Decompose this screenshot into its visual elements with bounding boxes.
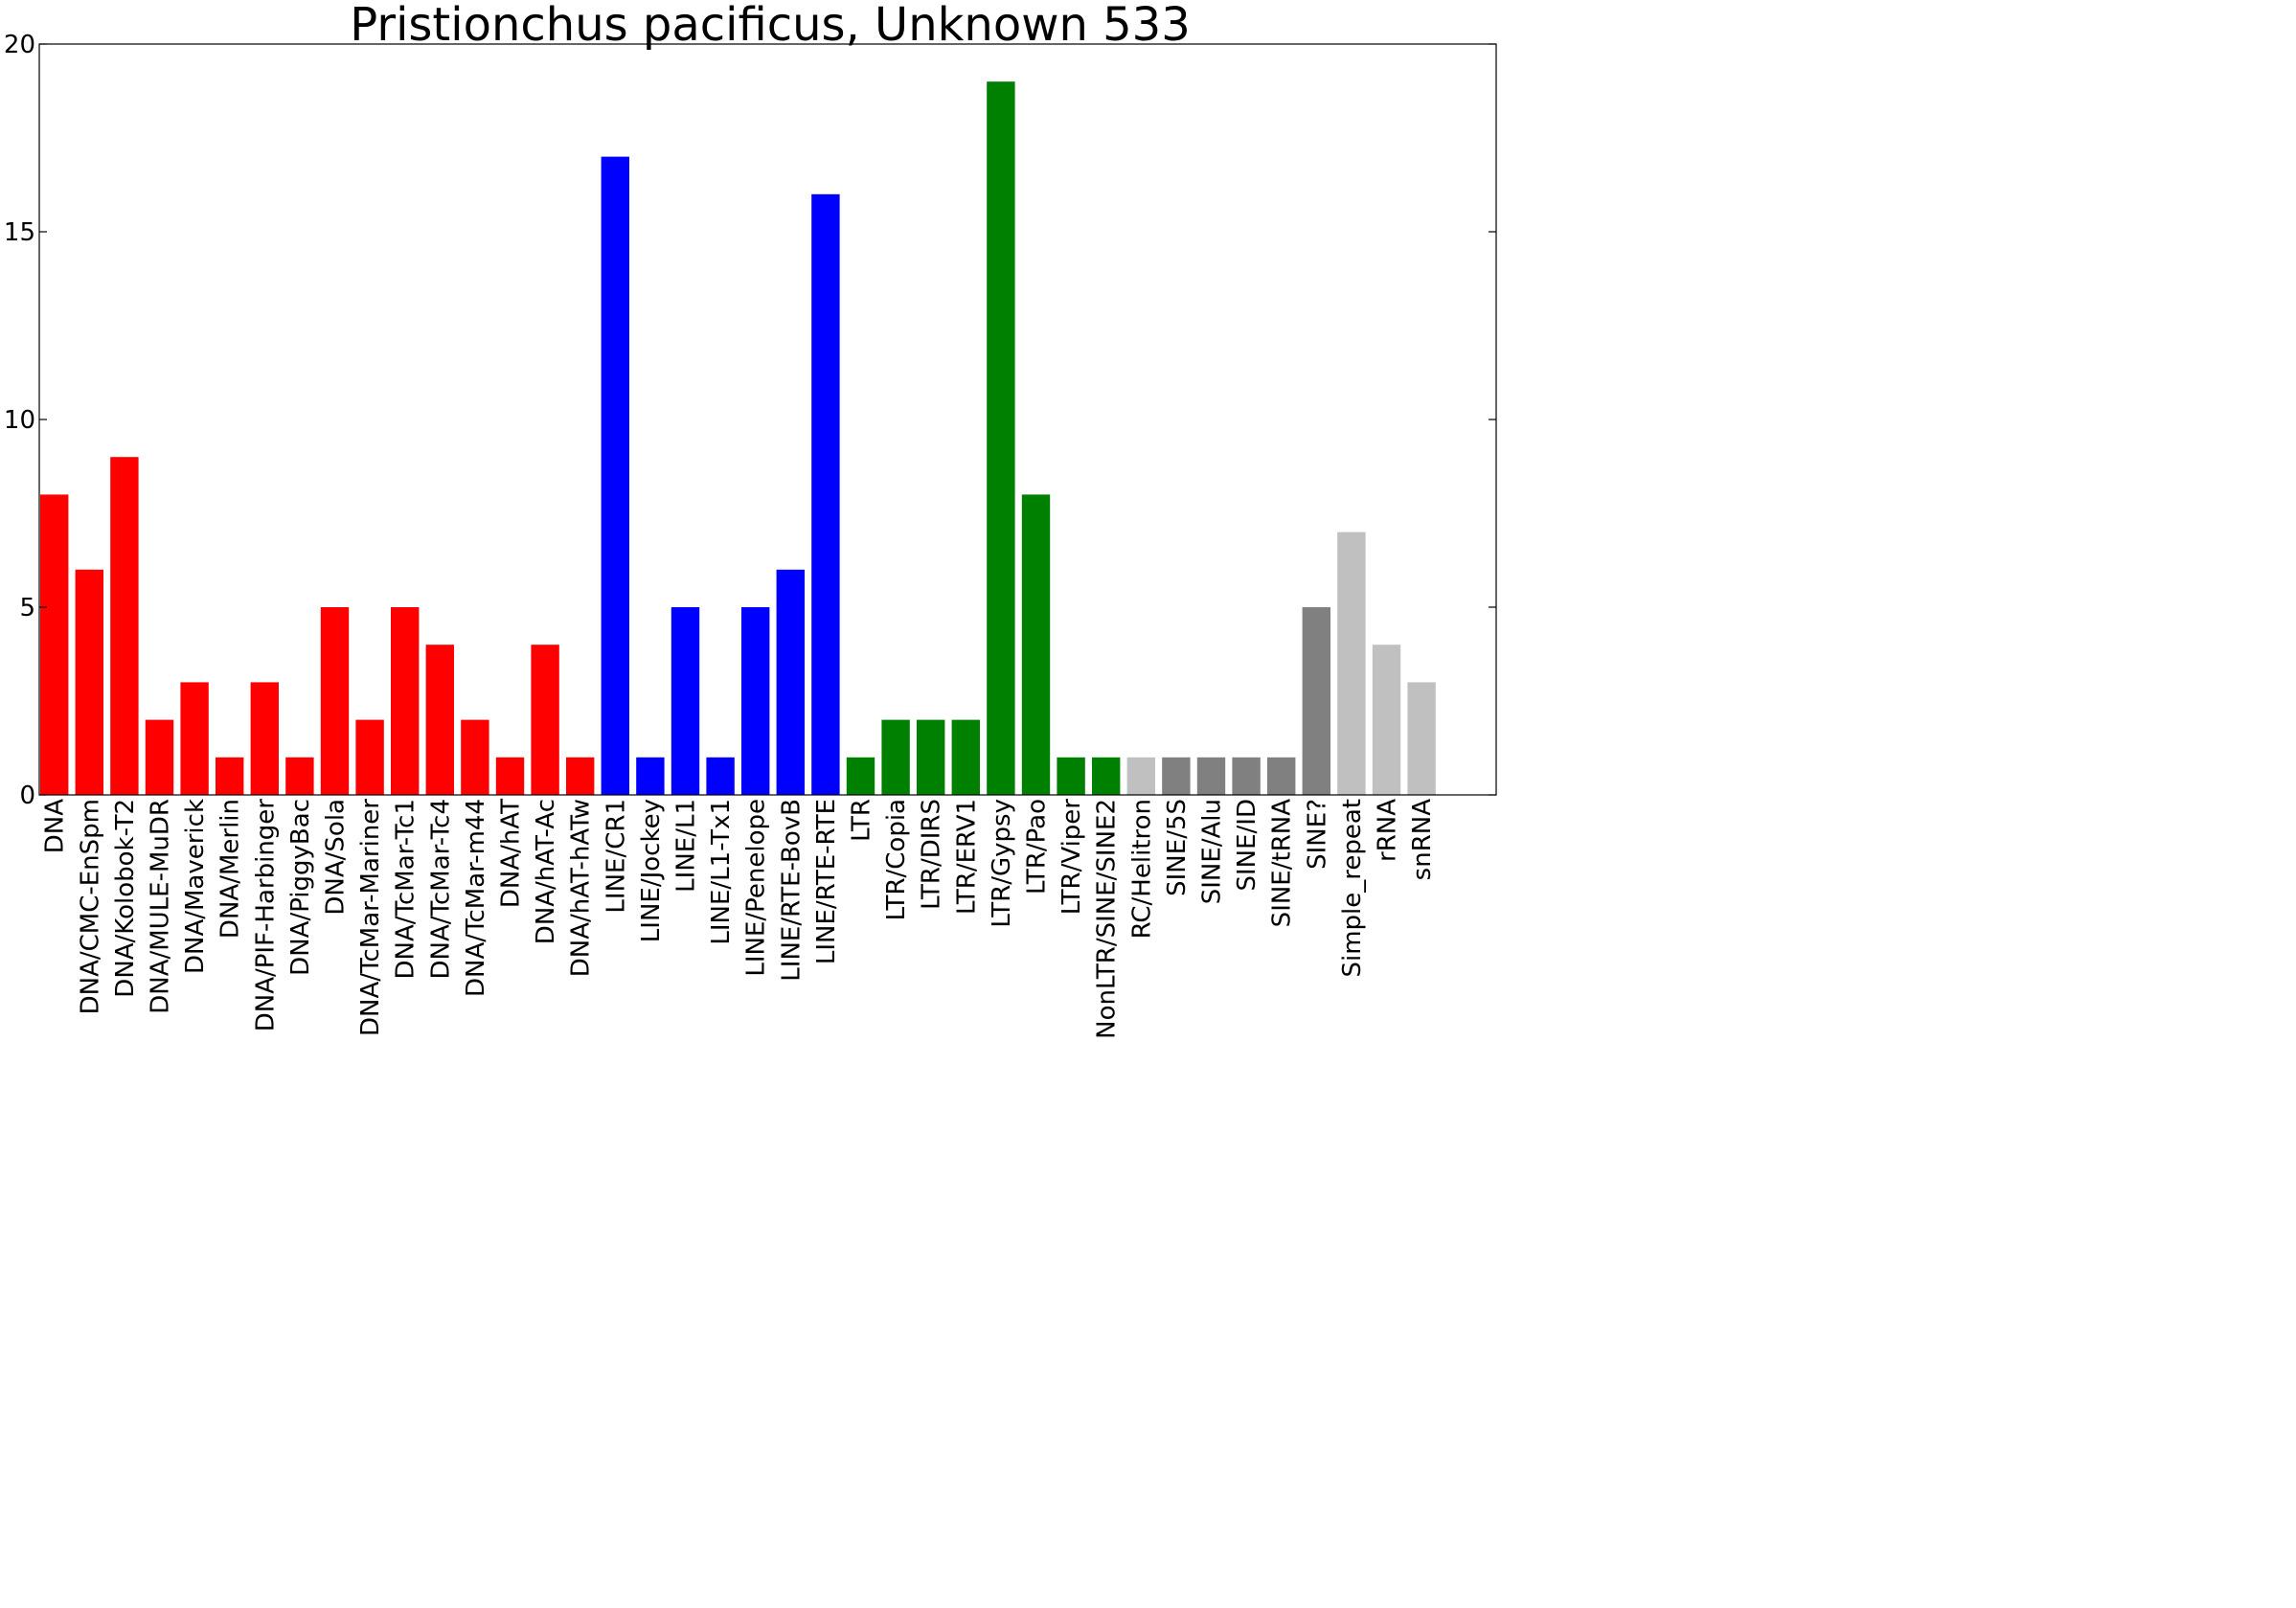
bar (1232, 757, 1261, 795)
bar (1126, 757, 1155, 795)
bar (75, 569, 103, 795)
x-tick-label: LTR/DIRS (918, 799, 946, 910)
bar (216, 757, 244, 795)
x-tick-label: DNA/Maverick (181, 799, 210, 974)
bar (425, 645, 454, 795)
x-tick-label: DNA/TcMar-m44 (462, 799, 490, 997)
bar (741, 607, 770, 795)
x-tick-label: LTR (848, 799, 876, 842)
bar (110, 457, 139, 795)
bar (391, 607, 420, 795)
x-tick-label: SINE/5S (1163, 799, 1192, 896)
y-tick-label: 0 (19, 781, 35, 810)
bar (951, 719, 980, 795)
bar (987, 81, 1015, 795)
x-tick-label: LTR/Copia (882, 799, 911, 920)
bar (671, 607, 700, 795)
x-tick-label: LINE/RTE-BovB (777, 799, 806, 982)
chart: Pristionchus pacificus, Unknown 533 0 5 10… (0, 0, 1502, 1051)
bar (706, 757, 735, 795)
x-tick-label: DNA/hAT-hATw (567, 799, 596, 977)
x-tick-label: DNA/hAT-Ac (532, 799, 560, 944)
x-tick-label: LINE/CR1 (602, 799, 630, 914)
x-tick-label: RC/Helitron (1127, 799, 1156, 939)
x-tick-label: DNA (41, 799, 70, 853)
x-tick-label: DNA/CMC-EnSpm (76, 799, 104, 1014)
x-tick-label: LINE/L1-Tx1 (707, 799, 736, 945)
x-tick-label: LTR/Gypsy (988, 799, 1016, 928)
x-tick-label: LTR/Pao (1023, 799, 1052, 895)
bar (250, 682, 279, 795)
y-tick-label: 5 (19, 594, 35, 623)
x-tick-label: LTR/Viper (1057, 799, 1086, 916)
bar (1267, 757, 1296, 795)
bar (320, 607, 350, 795)
x-tick-label: rRNA (1374, 799, 1402, 862)
x-tick-label: DNA/hAT (497, 799, 526, 908)
bar (461, 719, 489, 795)
bar (285, 757, 314, 795)
bar (40, 494, 69, 795)
x-axis: DNA DNA/CMC-EnSpm DNA/Kolobok-T2 DNA/MULE-M… (41, 799, 1437, 1039)
x-tick-label: DNA/Sola (322, 799, 351, 916)
bar (636, 757, 665, 795)
x-tick-label: DNA/MULE-MuDR (147, 799, 175, 1014)
bar (1092, 757, 1121, 795)
bar (1196, 757, 1226, 795)
x-tick-label: DNA/TcMar-Tc4 (426, 799, 455, 979)
x-tick-label: LTR/ERV1 (952, 799, 981, 915)
x-tick-label: LINE/RTE-RTE (812, 799, 841, 964)
x-tick-label: DNA/Merlin (216, 799, 245, 939)
x-tick-label: NonLTR/SINE/SINE2 (1093, 799, 1122, 1039)
x-tick-label: DNA/Kolobok-T2 (111, 799, 140, 998)
axes-frame (38, 43, 1497, 796)
bar-chart-svg: Pristionchus pacificus, Unknown 533 0 5 10… (4, 0, 1497, 1039)
x-tick-label: LINE/Penelope (742, 799, 771, 977)
bar (531, 645, 559, 795)
x-tick-label: SINE? (1303, 799, 1331, 870)
chart-title: Pristionchus pacificus, Unknown 533 (350, 0, 1191, 52)
x-tick-label: Simple_repeat (1338, 799, 1367, 978)
x-tick-label: SINE/Alu (1198, 799, 1227, 904)
bar (1162, 757, 1191, 795)
bar (881, 719, 910, 795)
x-tick-label: LINE/Jockey (637, 799, 666, 942)
x-tick-label: SINE/tRNA (1268, 799, 1297, 928)
bar (1407, 682, 1436, 795)
y-axis: 0 5 10 15 20 (4, 31, 1496, 810)
x-tick-label: snRNA (1408, 799, 1437, 881)
bar (180, 682, 209, 795)
bar (846, 757, 875, 795)
y-tick-label: 20 (4, 31, 35, 59)
x-tick-label: SINE/ID (1233, 799, 1262, 892)
bar (1057, 757, 1085, 795)
bar (1021, 494, 1051, 795)
x-tick-label: DNA/TcMar-Mariner (356, 799, 385, 1036)
bar (811, 193, 840, 796)
y-tick-label: 10 (4, 406, 35, 435)
x-tick-label: DNA/PIF-Harbinger (251, 799, 280, 1032)
bar (1372, 645, 1401, 795)
bar (601, 156, 629, 796)
x-tick-label: LINE/L1 (672, 799, 701, 893)
bar (917, 719, 945, 795)
bar (1337, 532, 1366, 795)
bar (776, 569, 805, 795)
bar (566, 757, 595, 795)
bar (145, 719, 174, 795)
x-tick-label: DNA/PiggyBac (286, 799, 315, 976)
bar (495, 757, 525, 795)
y-tick-label: 15 (4, 218, 35, 247)
x-tick-label: DNA/TcMar-Tc1 (392, 799, 421, 979)
bars-layer (40, 81, 1436, 796)
bar (355, 719, 384, 795)
bar (1302, 607, 1330, 795)
